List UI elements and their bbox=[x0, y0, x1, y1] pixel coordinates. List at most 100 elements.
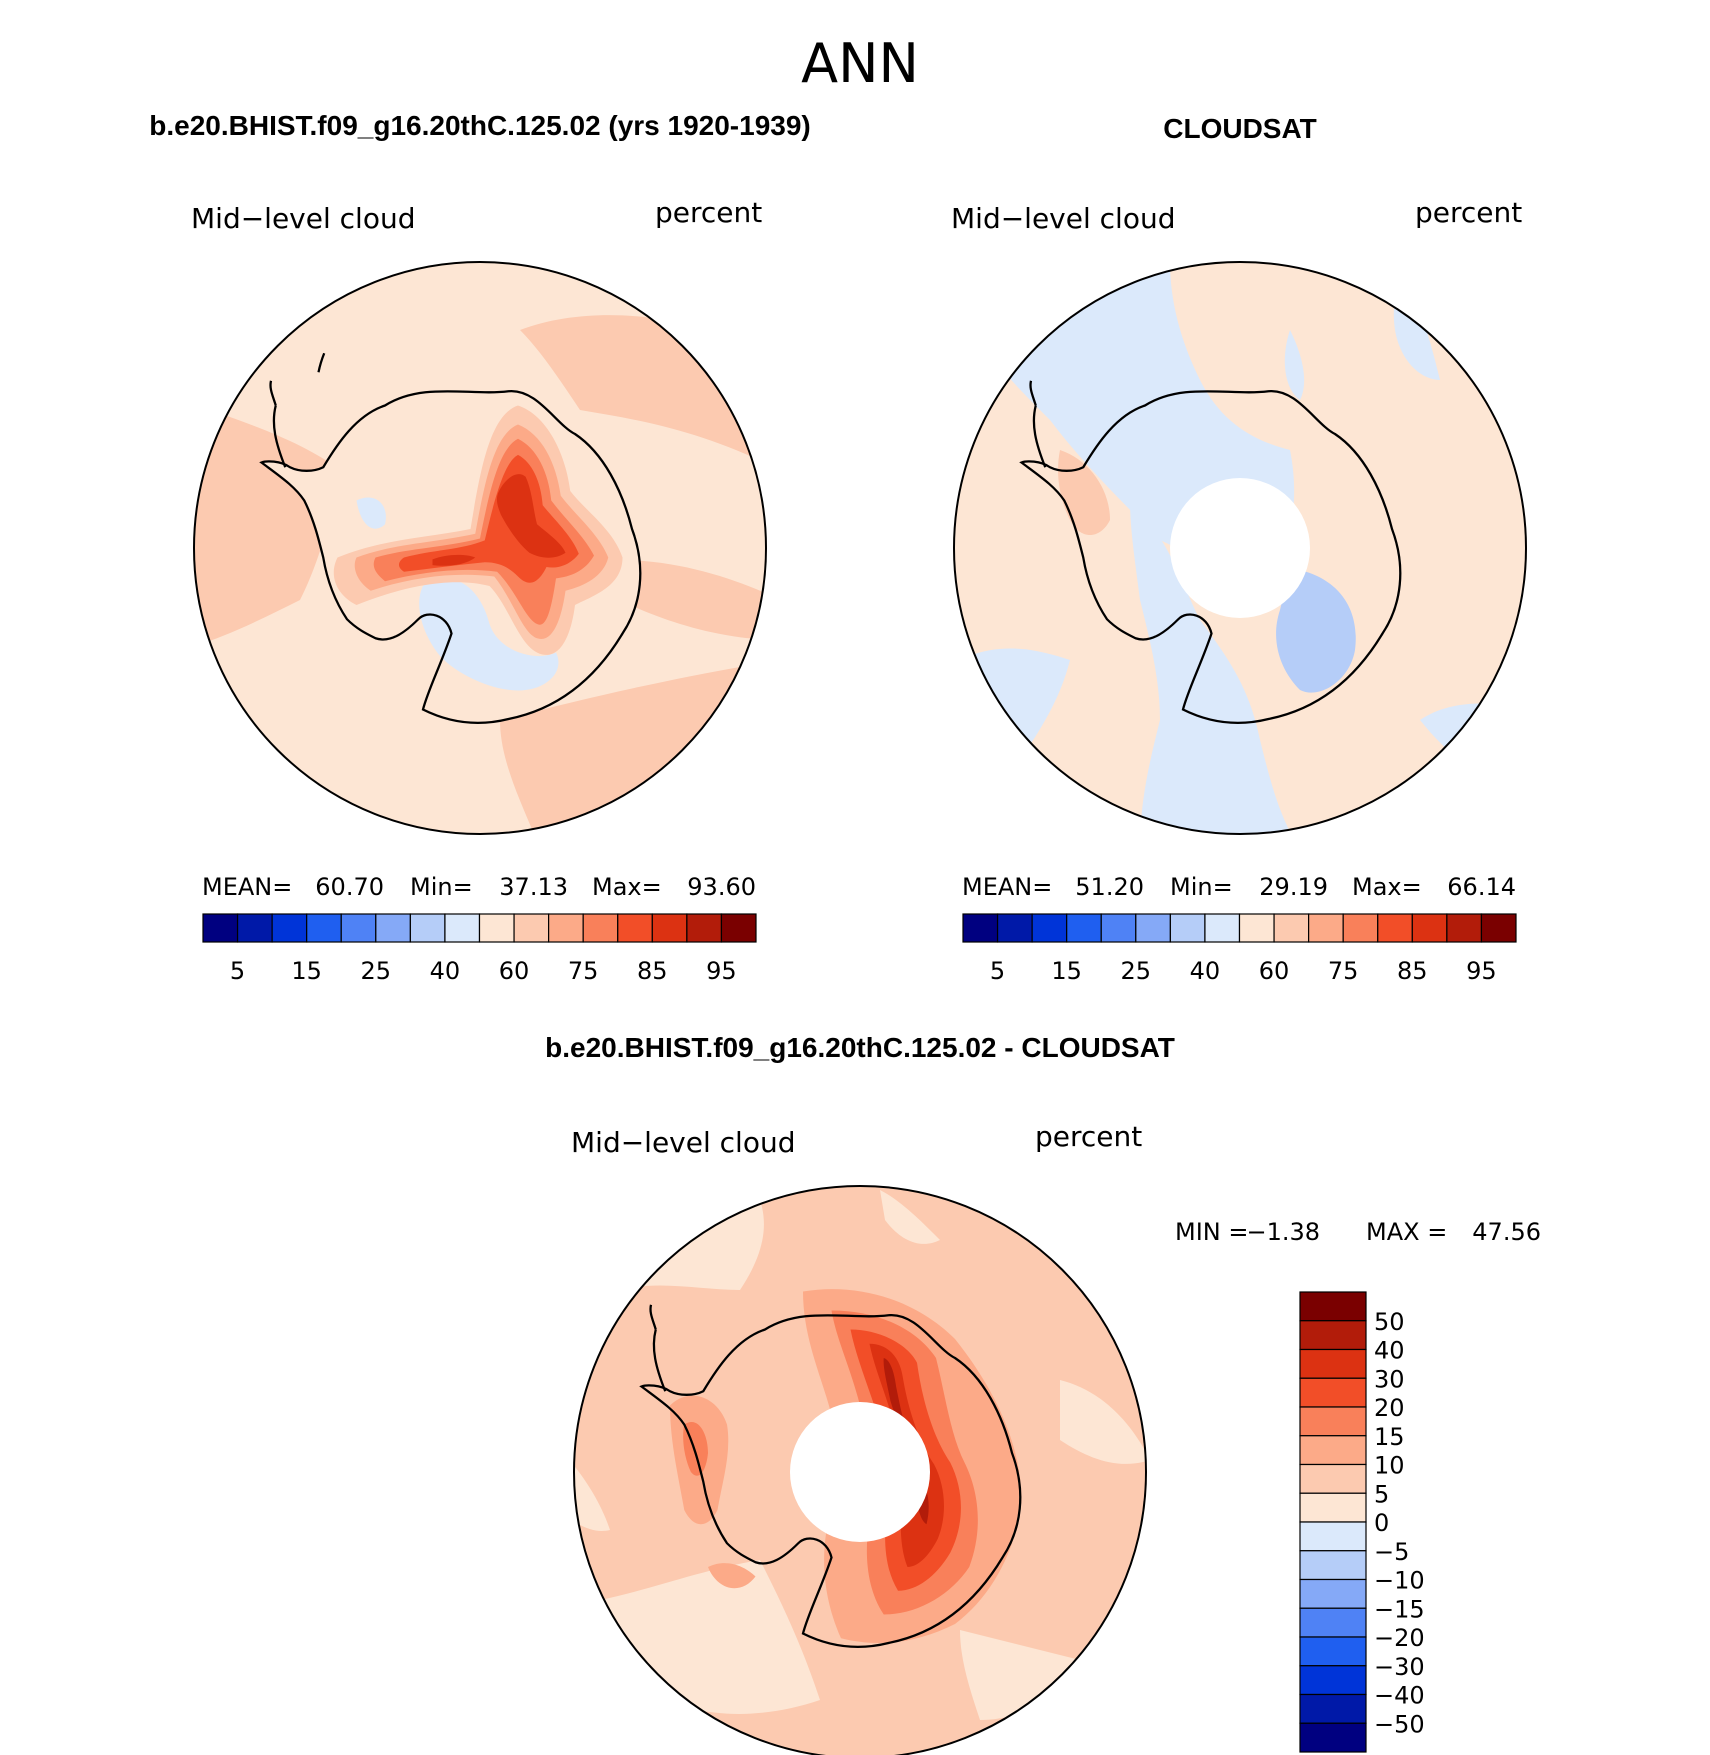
colorbar-tick-label: 5 bbox=[230, 957, 245, 985]
panel-obs-variable-label: Mid−level cloud bbox=[951, 202, 1175, 235]
colorbar-swatch bbox=[686, 913, 723, 943]
panel-diff-map bbox=[574, 1186, 1146, 1755]
colorbar-tick-label: −40 bbox=[1374, 1682, 1425, 1710]
colorbar-tick-label: 85 bbox=[1397, 957, 1428, 985]
colorbar-tick-label: 85 bbox=[637, 957, 668, 985]
colorbar-swatch bbox=[1299, 1377, 1367, 1408]
map-boundary-model bbox=[193, 261, 767, 835]
light-band-diff-4 bbox=[1060, 1380, 1146, 1464]
colorbar-swatch bbox=[996, 913, 1033, 943]
colorbar-swatch bbox=[478, 913, 515, 943]
low-cloud-band-obs-6 bbox=[1284, 330, 1305, 400]
panel-model-variable-label: Mid−level cloud bbox=[191, 202, 415, 235]
colorbar-swatch bbox=[962, 913, 999, 943]
colorbar-tick-label: −15 bbox=[1374, 1595, 1425, 1623]
colorbar-swatch bbox=[1411, 913, 1448, 943]
colorbar-swatch bbox=[1342, 913, 1379, 943]
panel-model-map bbox=[194, 262, 766, 834]
colorbar-model: 5 15 25 40 60 75 85 95 bbox=[202, 913, 757, 985]
light-band-diff-6 bbox=[574, 1450, 610, 1531]
mean-value: 51.20 bbox=[1075, 873, 1144, 901]
colorbar-swatch bbox=[1299, 1607, 1367, 1638]
colorbar-tick-label: −10 bbox=[1374, 1567, 1425, 1595]
colorbar-tick-label: 30 bbox=[1374, 1365, 1405, 1393]
colorbar-swatch bbox=[1299, 1722, 1367, 1753]
colorbar-swatch bbox=[1204, 913, 1241, 943]
colorbar-tick-label: −30 bbox=[1374, 1653, 1425, 1681]
colorbar-tick-label: 75 bbox=[1328, 957, 1359, 985]
mean-label: MEAN= bbox=[202, 873, 292, 901]
colorbar-tick-label: 25 bbox=[1121, 957, 1152, 985]
colorbar-tick-label: 5 bbox=[1374, 1480, 1389, 1508]
light-band-diff-5 bbox=[960, 1630, 1080, 1720]
coastline-diff bbox=[640, 1304, 1022, 1649]
colorbar-tick-label: 25 bbox=[361, 957, 392, 985]
colorbar-swatch bbox=[1299, 1693, 1367, 1724]
panel-obs-stats: MEAN= 51.20 Min= 29.19 Max= 66.14 bbox=[962, 873, 1516, 901]
colorbar-tick-label: 20 bbox=[1374, 1394, 1405, 1422]
panel-obs-map bbox=[954, 262, 1526, 834]
colorbar-obs: 5 15 25 40 60 75 85 95 bbox=[962, 913, 1517, 985]
colorbar-swatch bbox=[271, 913, 308, 943]
colorbar-swatch bbox=[1299, 1578, 1367, 1609]
panel-obs-title: CLOUDSAT bbox=[1163, 113, 1316, 144]
low-cloud-patch-model-2 bbox=[356, 497, 386, 529]
colorbar-swatch bbox=[1273, 913, 1310, 943]
colorbar-swatch bbox=[582, 913, 619, 943]
colorbar-tick-label: 50 bbox=[1374, 1308, 1405, 1336]
colorbar-tick-label: 60 bbox=[1259, 957, 1290, 985]
colorbar-tick-label: 15 bbox=[291, 957, 322, 985]
colorbar-tick-label: 15 bbox=[1374, 1423, 1405, 1451]
colorbar-tick-label: 40 bbox=[430, 957, 461, 985]
mean-label: MEAN= bbox=[962, 873, 1052, 901]
panel-obs: CLOUDSAT Mid−level cloud percent MEAN= 5… bbox=[951, 113, 1527, 985]
light-band-diff-2 bbox=[880, 1190, 940, 1244]
colorbar-swatch bbox=[1377, 913, 1413, 943]
coastline-obs bbox=[1020, 380, 1402, 725]
colorbar-tick-label: −5 bbox=[1374, 1538, 1409, 1566]
panel-diff-title: b.e20.BHIST.f09_g16.20thC.125.02 - CLOUD… bbox=[545, 1032, 1175, 1063]
min-label: Min= bbox=[410, 873, 473, 901]
ocean-low-model bbox=[300, 820, 380, 834]
colorbar-swatch bbox=[1299, 1320, 1367, 1351]
colorbar-swatch bbox=[720, 913, 757, 943]
colorbar-tick-label: 5 bbox=[990, 957, 1005, 985]
colorbar-tick-label: 10 bbox=[1374, 1452, 1405, 1480]
colorbar-swatch bbox=[651, 913, 688, 943]
colorbar-swatch bbox=[1169, 913, 1206, 943]
coastline-model bbox=[260, 352, 642, 725]
pole-mask-obs bbox=[1170, 478, 1310, 618]
max-value: 47.56 bbox=[1472, 1218, 1541, 1246]
panel-model-stats: MEAN= 60.70 Min= 37.13 Max= 93.60 bbox=[202, 873, 756, 901]
colorbar-swatch bbox=[1031, 913, 1068, 943]
colorbar-swatch bbox=[1135, 913, 1171, 943]
panel-diff-units-label: percent bbox=[1035, 1120, 1142, 1153]
colorbar-swatch bbox=[1066, 913, 1102, 943]
colorbar-swatch bbox=[444, 913, 481, 943]
panel-diff-variable-label: Mid−level cloud bbox=[571, 1126, 795, 1159]
map-boundary-obs bbox=[953, 261, 1527, 835]
low-cloud-patch-model-1 bbox=[419, 578, 559, 691]
pole-mask-diff bbox=[790, 1402, 930, 1542]
panel-model-units-label: percent bbox=[655, 196, 762, 229]
colorbar-swatch bbox=[548, 913, 584, 943]
min-value: −1.38 bbox=[1246, 1218, 1320, 1246]
cloud-level-model-5 bbox=[432, 474, 566, 566]
min-value: 29.19 bbox=[1259, 873, 1328, 901]
colorbar-tick-label: 75 bbox=[568, 957, 599, 985]
ocean-band-model-4 bbox=[620, 560, 766, 640]
colorbar-tick-label: 95 bbox=[1466, 957, 1497, 985]
panel-model: b.e20.BHIST.f09_g16.20thC.125.02 (yrs 19… bbox=[149, 110, 811, 985]
colorbar-tick-label: −20 bbox=[1374, 1624, 1425, 1652]
colorbar-swatch bbox=[1299, 1636, 1367, 1667]
colorbar-swatch bbox=[1308, 913, 1344, 943]
colorbar-tick-label: 60 bbox=[499, 957, 530, 985]
colorbar-swatch bbox=[1238, 913, 1275, 943]
panel-model-title: b.e20.BHIST.f09_g16.20thC.125.02 (yrs 19… bbox=[149, 110, 811, 141]
colorbar-swatch bbox=[1299, 1406, 1367, 1437]
colorbar-swatch bbox=[202, 913, 239, 943]
mean-value: 60.70 bbox=[315, 873, 384, 901]
colorbar-tick-label: 0 bbox=[1374, 1509, 1389, 1537]
